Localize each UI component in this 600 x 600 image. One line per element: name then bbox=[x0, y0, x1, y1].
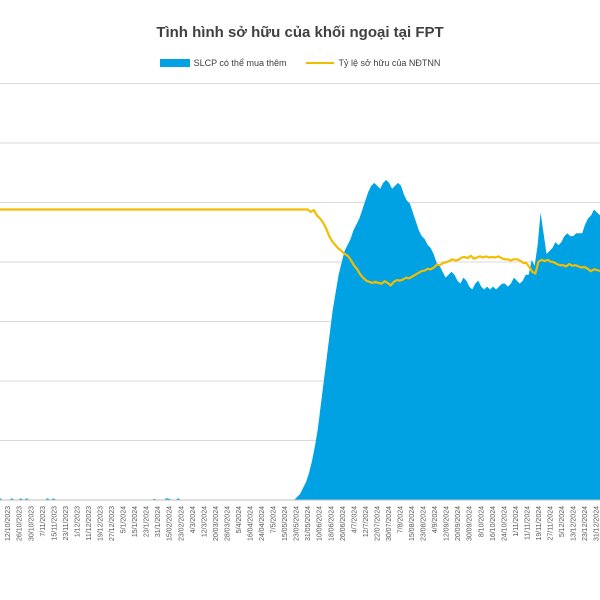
legend-label-line: Tỷ lệ sở hữu của NĐTNN bbox=[338, 58, 441, 68]
x-tick-label: 7/11/2023 bbox=[40, 506, 47, 537]
x-tick-label: 8/10/2024 bbox=[478, 506, 485, 537]
x-tick-label: 11/11/2024 bbox=[524, 506, 531, 540]
legend-swatch-line bbox=[306, 62, 335, 64]
x-tick-label: 31/12/2024 bbox=[594, 506, 600, 541]
x-tick-label: 1/11/2024 bbox=[513, 506, 520, 537]
x-tick-label: 15/05/2024 bbox=[282, 506, 289, 541]
x-tick-label: 24/10/2024 bbox=[501, 506, 508, 541]
x-tick-label: 1/12/2023 bbox=[74, 506, 81, 537]
x-tick-label: 5/12/2024 bbox=[559, 506, 566, 537]
x-tick-label: 23/12/2024 bbox=[582, 506, 589, 541]
x-tick-label: 30/09/2024 bbox=[467, 506, 474, 541]
x-tick-label: 19/12/2023 bbox=[98, 506, 105, 541]
area-series bbox=[0, 179, 600, 501]
x-tick-label: 7/5/2024 bbox=[271, 506, 278, 533]
x-tick-label: 22/07/2024 bbox=[374, 506, 381, 541]
x-tick-label: 12/09/2024 bbox=[444, 506, 451, 541]
x-tick-label: 31/1/2024 bbox=[155, 506, 162, 537]
x-tick-label: 15/11/2023 bbox=[51, 506, 58, 541]
legend-label-area: SLCP có thể mua thêm bbox=[193, 58, 287, 68]
legend-item-line: Tỷ lệ sở hữu của NĐTNN bbox=[306, 58, 440, 68]
legend: SLCP có thể mua thêm Tỷ lệ sở hữu của NĐ… bbox=[0, 58, 600, 68]
x-tick-label: 13/12/2024 bbox=[571, 506, 578, 541]
x-tick-label: 28/03/2024 bbox=[224, 506, 231, 541]
chart-title: Tình hình sở hữu của khối ngoại tại FPT bbox=[156, 24, 444, 41]
line-series bbox=[0, 208, 600, 287]
x-tick-label: 23/05/2024 bbox=[294, 506, 301, 541]
x-tick-label: 30/10/2023 bbox=[28, 506, 35, 541]
x-tick-label: 20/09/2024 bbox=[455, 506, 462, 541]
x-tick-label: 24/04/2024 bbox=[259, 506, 266, 541]
x-tick-label: 23/08/2024 bbox=[421, 506, 428, 541]
x-tick-label: 23/11/2023 bbox=[63, 506, 70, 541]
line-ty-le-so-huu bbox=[0, 208, 600, 287]
x-tick-label: 12/10/2023 bbox=[5, 506, 12, 541]
x-tick-label: 16/04/2024 bbox=[248, 506, 255, 541]
x-tick-label: 4/7/2024 bbox=[351, 506, 358, 533]
x-tick-label: 4/3/2024 bbox=[190, 506, 197, 533]
x-tick-label: 23/02/2024 bbox=[178, 506, 185, 541]
x-tick-label: 23/1/2024 bbox=[144, 506, 151, 537]
x-tick-label: 16/10/2024 bbox=[490, 506, 497, 541]
x-tick-label: 15/1/2024 bbox=[132, 506, 139, 537]
x-tick-label: 15/02/2024 bbox=[167, 506, 174, 541]
x-tick-label: 7/8/2024 bbox=[398, 506, 405, 533]
x-tick-label: 11/12/2023 bbox=[86, 506, 93, 541]
x-axis: 12/10/2023 26/10/2023 30/10/2023 7/11/2023 1… bbox=[0, 499, 600, 541]
x-tick-label: 12/7/2024 bbox=[363, 506, 370, 537]
x-tick-label: 18/06/2024 bbox=[328, 506, 335, 541]
x-tick-label: 4/9/2024 bbox=[432, 506, 439, 533]
legend-swatch-area bbox=[159, 59, 190, 67]
x-tick-label: 27/11/2024 bbox=[548, 506, 555, 541]
x-tick-label: 10/06/2024 bbox=[317, 506, 324, 541]
x-tick-label: 5/1/2024 bbox=[121, 506, 128, 533]
x-tick-label: 27/12/2023 bbox=[109, 506, 116, 541]
area-slcp-mua-them bbox=[0, 179, 600, 501]
x-tick-label: 19/11/2024 bbox=[536, 506, 543, 541]
x-tick-label: 30/07/2024 bbox=[386, 506, 393, 541]
x-tick-label: 12/3/2024 bbox=[201, 506, 208, 537]
x-tick-label: 26/06/2024 bbox=[340, 506, 347, 541]
grid-lines bbox=[0, 83, 600, 441]
x-tick-label: 31/05/2024 bbox=[305, 506, 312, 541]
x-tick-label: 15/08/2024 bbox=[409, 506, 416, 541]
legend-item-area: SLCP có thể mua thêm bbox=[159, 58, 287, 68]
x-tick-label: 5/4/2024 bbox=[236, 506, 243, 533]
x-tick-label: 26/10/2023 bbox=[17, 506, 24, 541]
x-tick-label: 20/03/2024 bbox=[213, 506, 220, 541]
